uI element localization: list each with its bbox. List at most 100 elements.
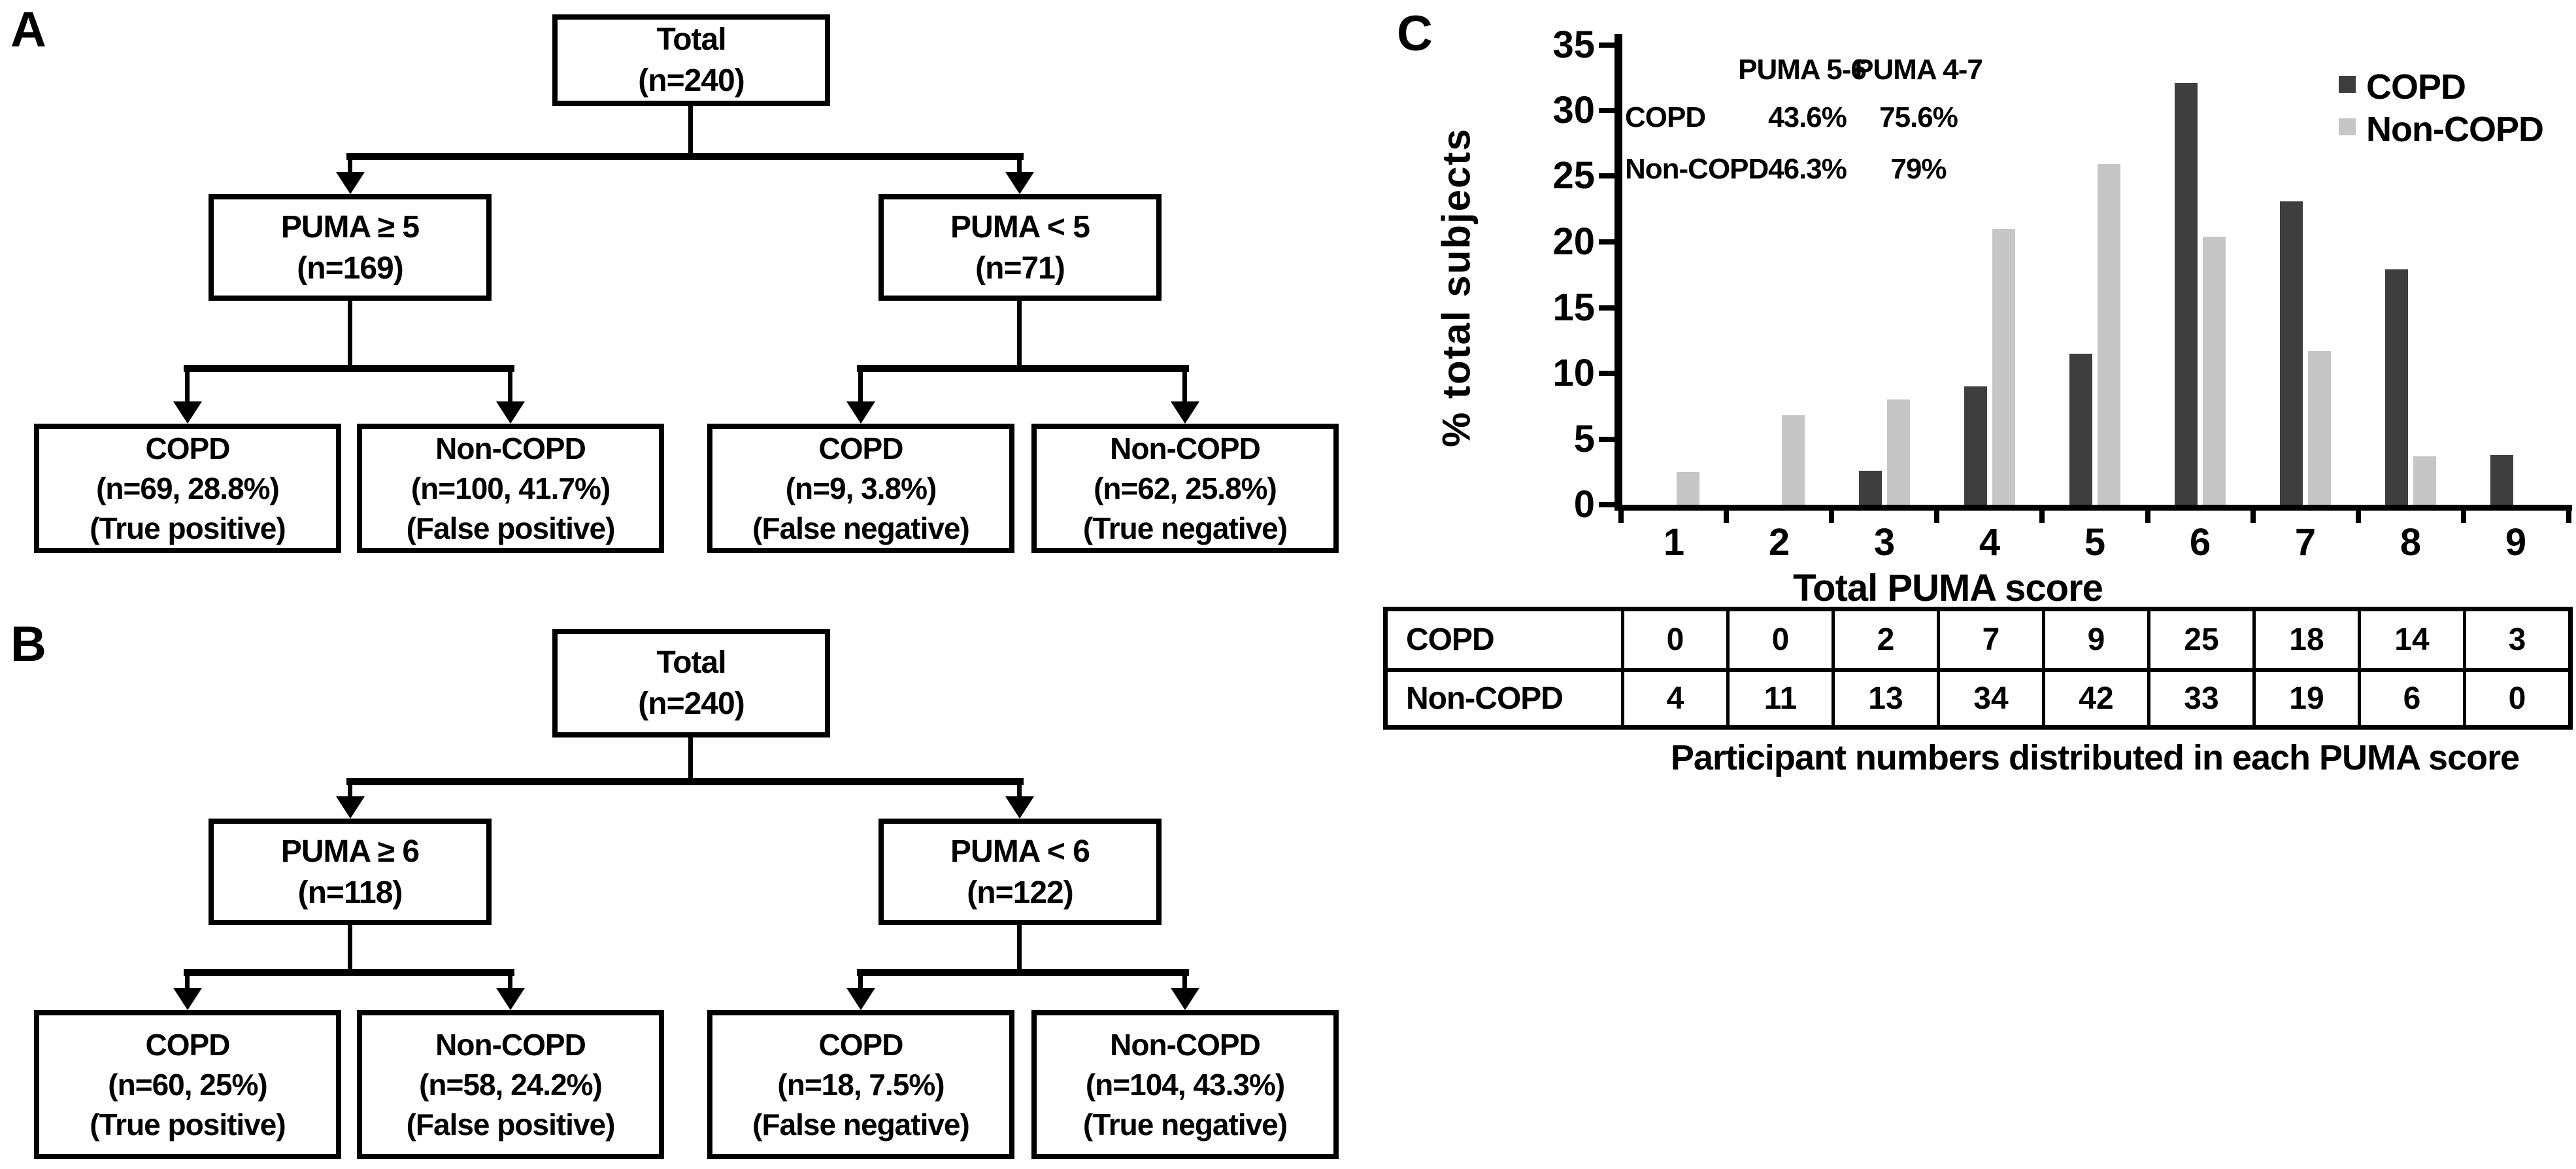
y-tick-mark	[1599, 502, 1614, 507]
flow-box-a: PUMA ≥ 5 (n=169)	[209, 194, 492, 301]
flow-box-b: Total (n=240)	[552, 629, 830, 737]
table-cell: 0	[2463, 668, 2568, 725]
x-axis-title: Total PUMA score	[1793, 567, 2103, 609]
flow-connector-a	[348, 160, 352, 176]
flow-connector-b	[348, 925, 352, 969]
flow-box-text: (False positive)	[406, 1107, 616, 1142]
flow-box-b: PUMA < 6 (n=122)	[878, 819, 1162, 925]
flow-arrowhead-b	[336, 796, 365, 819]
flow-box-a: PUMA < 5 (n=71)	[878, 194, 1162, 301]
annotation-row-copd-label: COPD	[1625, 101, 1706, 133]
flow-arrowhead-a	[173, 401, 202, 424]
x-tick-label: 1	[1663, 521, 1685, 564]
flow-box-b: PUMA ≥ 6 (n=118)	[209, 819, 492, 925]
table-caption: Participant numbers distributed in each …	[1670, 738, 2520, 777]
flow-connector-a	[508, 372, 512, 405]
x-tick-label: 7	[2294, 521, 2317, 564]
y-tick-mark	[1599, 173, 1614, 178]
x-tick-mark	[2356, 505, 2361, 523]
x-tick-label: 4	[1979, 521, 2001, 564]
flow-arrowhead-b	[496, 988, 525, 1010]
bar-copd-score-5	[2069, 354, 2092, 505]
flow-arrowhead-a	[336, 172, 365, 194]
flow-box-text: (n=104, 43.3%)	[1085, 1067, 1285, 1102]
flow-connector-a	[346, 153, 1024, 160]
flow-connector-a	[185, 372, 190, 405]
annotation-row-noncopd-v2: 79%	[1890, 153, 1947, 185]
table-row: COPD 0 0 2 7 9 25 18 14 3	[1388, 611, 2568, 668]
table-cell: 6	[2358, 668, 2463, 725]
flow-connector-b	[348, 785, 352, 800]
bar-copd-score-7	[2280, 201, 2303, 505]
flow-connector-a	[184, 365, 514, 372]
flow-connector-a	[688, 106, 693, 153]
flow-box-text: (n=71)	[975, 250, 1065, 286]
bar-copd-score-9	[2490, 455, 2513, 505]
x-tick-label: 3	[1873, 521, 1896, 564]
flow-box-text: (n=100, 41.7%)	[410, 471, 611, 505]
y-tick-label: 35	[1552, 24, 1595, 66]
flow-box-text: PUMA ≥ 6	[280, 834, 420, 869]
bar-noncopd-score-4	[1992, 229, 2015, 505]
table-cell: 13	[1832, 668, 1937, 725]
table-cell: 3	[2463, 611, 2568, 668]
bar-noncopd-score-6	[2203, 237, 2226, 505]
flow-box-text: PUMA < 5	[950, 209, 1090, 245]
annotation-row-noncopd-v1: 46.3%	[1768, 153, 1847, 185]
x-tick-label: 2	[1768, 521, 1790, 564]
flow-arrowhead-a	[1171, 401, 1199, 424]
table-cell: 9	[2042, 611, 2147, 668]
flow-arrowhead-b	[1171, 988, 1199, 1010]
flow-box-text: (n=9, 3.8%)	[785, 471, 937, 505]
table-cell: 0	[1726, 611, 1832, 668]
x-tick-mark	[1618, 505, 1624, 523]
x-tick-mark	[2145, 505, 2150, 523]
y-tick-label: 0	[1573, 483, 1595, 526]
flow-connector-a	[1182, 372, 1187, 405]
y-tick-label: 15	[1552, 286, 1595, 329]
legend-noncopd-label: Non-COPD	[2366, 110, 2544, 149]
flow-connector-b	[688, 737, 693, 778]
flow-box-a: COPD (n=9, 3.8%) (False negative)	[707, 424, 1014, 553]
y-tick-mark	[1599, 108, 1614, 113]
flow-box-text: (False negative)	[752, 1107, 970, 1142]
table-cell: 19	[2252, 668, 2358, 725]
x-tick-label: 5	[2084, 521, 2106, 564]
flow-box-text: (n=118)	[297, 875, 403, 910]
bar-copd-score-6	[2175, 83, 2198, 505]
flow-box-a: Non-COPD (n=100, 41.7%) (False positive)	[357, 424, 664, 553]
flow-box-a: Total (n=240)	[552, 14, 830, 106]
flow-box-text: Total	[656, 645, 726, 680]
legend-noncopd-swatch-icon	[2339, 118, 2356, 135]
bar-noncopd-score-3	[1887, 399, 1910, 505]
y-tick-label: 30	[1552, 89, 1595, 131]
table-cell: 11	[1726, 668, 1832, 725]
x-tick-label: 9	[2505, 521, 2527, 564]
flow-box-text: (False positive)	[406, 511, 616, 545]
flow-box-text: (n=58, 24.2%)	[419, 1067, 603, 1102]
x-tick-mark	[2250, 505, 2256, 523]
flow-box-b: COPD (n=60, 25%) (True positive)	[34, 1010, 341, 1159]
flow-box-text: Non-COPD	[1110, 431, 1261, 466]
flow-connector-a	[858, 372, 863, 405]
flow-connector-a	[857, 365, 1189, 372]
flow-box-a: Non-COPD (n=62, 25.8%) (True negative)	[1031, 424, 1339, 553]
flow-box-text: (True positive)	[90, 1107, 286, 1142]
flow-box-text: Non-COPD	[435, 1027, 586, 1062]
flow-box-text: (n=18, 7.5%)	[777, 1067, 945, 1102]
table-cell: 42	[2042, 668, 2147, 725]
y-tick-label: 25	[1552, 154, 1595, 197]
flow-connector-a	[1017, 301, 1022, 365]
panel-a-label: A	[10, 2, 46, 58]
bar-noncopd-score-8	[2413, 456, 2436, 505]
y-axis-title: % total subjects	[1434, 127, 1479, 448]
table-cell: 33	[2147, 668, 2252, 725]
flow-connector-b	[858, 976, 863, 992]
x-tick-label: 8	[2400, 521, 2422, 564]
x-tick-mark	[1934, 505, 1939, 523]
flow-connector-b	[508, 976, 512, 992]
legend-copd-label: COPD	[2366, 67, 2466, 107]
flow-arrowhead-b	[846, 988, 875, 1010]
flow-box-text: Total	[656, 22, 726, 57]
y-tick-label: 20	[1552, 220, 1595, 263]
